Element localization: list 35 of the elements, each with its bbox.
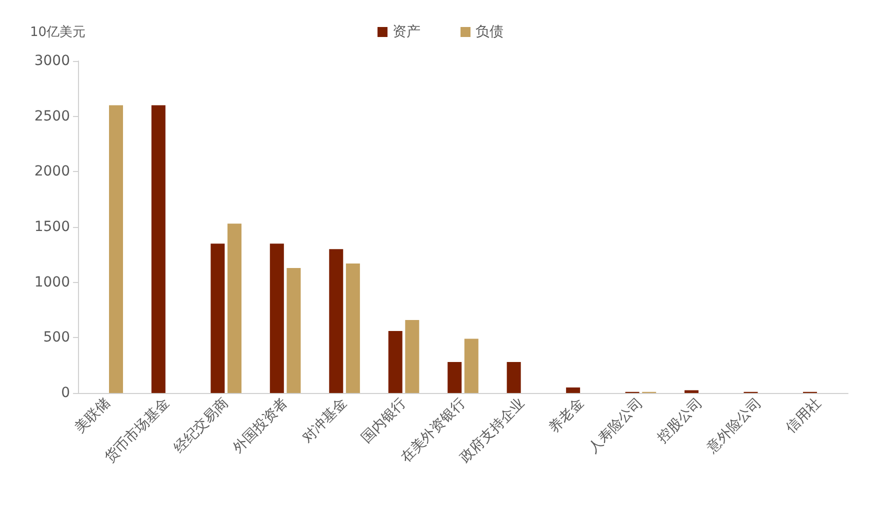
bar bbox=[270, 244, 284, 393]
y-axis-title: 10亿美元 bbox=[30, 24, 86, 40]
y-tick-label: 500 bbox=[43, 330, 70, 346]
x-tick-label: 人寿险公司 bbox=[586, 395, 646, 456]
bar bbox=[109, 105, 124, 393]
bar bbox=[464, 338, 478, 393]
x-tick-label: 控股公司 bbox=[654, 395, 706, 446]
bar bbox=[151, 105, 166, 393]
bar bbox=[684, 390, 699, 393]
bar bbox=[286, 268, 301, 393]
x-tick-label: 意外险公司 bbox=[703, 395, 765, 457]
x-tick-label: 信用社 bbox=[783, 395, 824, 436]
y-tick-label: 2500 bbox=[34, 108, 70, 124]
bar bbox=[388, 331, 402, 393]
y-tick-label: 3000 bbox=[34, 53, 70, 69]
bar bbox=[405, 320, 420, 393]
x-tick-label: 美联储 bbox=[72, 395, 114, 436]
x-tick-label: 对冲基金 bbox=[299, 395, 350, 446]
bar bbox=[227, 224, 242, 393]
y-tick-label: 1500 bbox=[34, 219, 70, 235]
bar bbox=[346, 264, 360, 393]
bar bbox=[329, 249, 344, 393]
x-tick-label: 经纪交易商 bbox=[170, 395, 232, 456]
y-tick-label: 0 bbox=[61, 385, 70, 401]
bar bbox=[566, 387, 580, 393]
y-tick-label: 2000 bbox=[34, 164, 70, 180]
bar bbox=[506, 362, 521, 393]
legend-label: 负债 bbox=[476, 24, 504, 40]
bar bbox=[210, 244, 225, 393]
bar bbox=[448, 362, 462, 393]
x-tick-label: 养老金 bbox=[546, 395, 588, 436]
x-tick-label: 外国投资者 bbox=[230, 395, 291, 456]
y-tick-label: 1000 bbox=[34, 274, 70, 290]
x-tick-label: 国内银行 bbox=[358, 395, 410, 446]
legend-label: 资产 bbox=[392, 24, 420, 40]
